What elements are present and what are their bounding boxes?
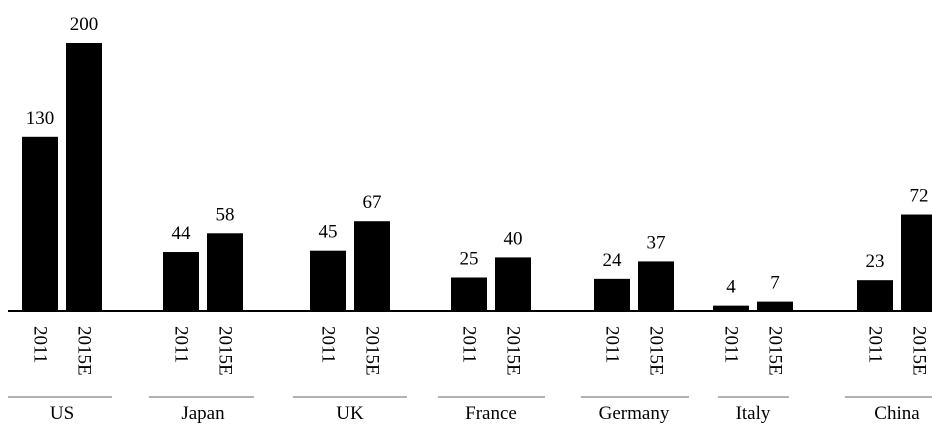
data-label: 25 <box>460 249 479 270</box>
tick-label-series: 2011 <box>602 326 623 363</box>
tick-label-series: 2015E <box>74 326 95 376</box>
data-label: 44 <box>172 223 192 244</box>
bar-us-2011 <box>22 136 58 311</box>
bar-japan-2015e <box>207 233 243 311</box>
data-label: 67 <box>363 192 382 213</box>
bar-china-2011 <box>857 280 893 311</box>
tick-label-category: US <box>50 403 74 424</box>
bar-china-2015e <box>901 214 932 311</box>
tick-label-series: 2011 <box>171 326 192 363</box>
data-label: 200 <box>70 14 99 35</box>
data-label: 45 <box>319 222 338 243</box>
bar-germany-2015e <box>638 261 674 311</box>
tick-label-series: 2011 <box>318 326 339 363</box>
data-label: 4 <box>726 277 736 298</box>
tick-label-category: China <box>874 403 920 424</box>
bar-italy-2011 <box>713 305 749 311</box>
tick-label-series: 2011 <box>459 326 480 363</box>
tick-label-category: France <box>465 403 517 424</box>
tick-label-category: Italy <box>736 403 771 424</box>
tick-label-series: 2015E <box>646 326 667 376</box>
tick-label-series: 2015E <box>909 326 930 376</box>
bar-germany-2011 <box>594 278 630 311</box>
tick-label-series: 2015E <box>215 326 236 376</box>
bar-italy-2015e <box>757 301 793 311</box>
data-label: 72 <box>910 186 929 207</box>
bar-us-2015e <box>66 43 102 311</box>
data-label: 37 <box>647 232 666 253</box>
data-label: 23 <box>866 251 885 272</box>
data-label: 24 <box>603 250 623 271</box>
bar-france-2015e <box>495 257 531 311</box>
tick-label-series: 2011 <box>721 326 742 363</box>
tick-label-category: Germany <box>599 403 670 424</box>
tick-label-series: 2015E <box>362 326 383 376</box>
bar-uk-2015e <box>354 221 390 311</box>
tick-label-category: UK <box>336 403 364 424</box>
data-label: 130 <box>26 108 55 129</box>
data-label: 58 <box>216 204 235 225</box>
bar-uk-2011 <box>310 250 346 311</box>
tick-label-series: 2015E <box>503 326 524 376</box>
tick-label-series: 2011 <box>30 326 51 363</box>
bar-france-2011 <box>451 277 487 311</box>
data-label: 7 <box>770 273 780 294</box>
tick-label-series: 2011 <box>865 326 886 363</box>
tick-label-series: 2015E <box>765 326 786 376</box>
tick-label-category: Japan <box>181 403 225 424</box>
data-label: 40 <box>504 228 523 249</box>
bar-japan-2011 <box>163 252 199 311</box>
